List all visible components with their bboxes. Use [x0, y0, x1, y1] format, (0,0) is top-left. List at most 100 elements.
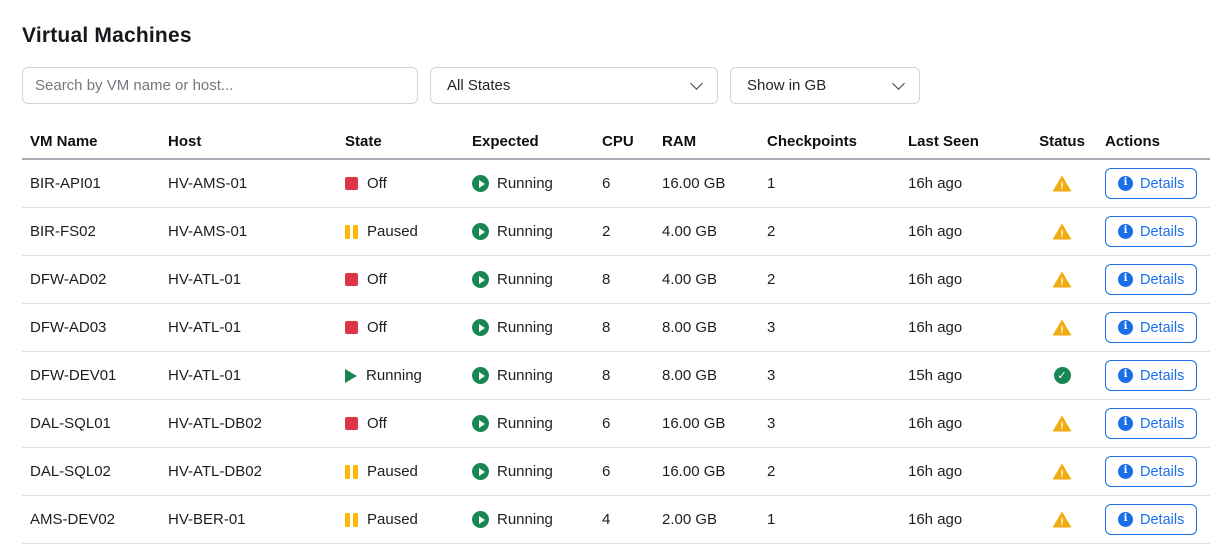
- status-cell: [1027, 175, 1097, 192]
- status-cell: [1027, 271, 1097, 288]
- unit-select[interactable]: Show in GB: [730, 67, 920, 104]
- col-header-checkpoints: Checkpoints: [767, 132, 858, 150]
- col-header-host: Host: [168, 132, 202, 150]
- vm-table: VM Name Host State Expected CPU RAM Chec…: [22, 124, 1210, 544]
- expected-running-icon: [472, 175, 489, 192]
- table-row: DFW-DEV01 HV-ATL-01 Running Running 8 8.…: [22, 352, 1210, 400]
- ram-cell: 2.00 GB: [662, 511, 718, 528]
- checkpoints-cell: 1: [767, 511, 776, 528]
- details-button[interactable]: Details: [1105, 168, 1198, 199]
- state-cell: Off: [337, 175, 464, 192]
- status-ok-icon: [1053, 367, 1071, 384]
- state-cell: Paused: [337, 463, 464, 480]
- info-icon: [1118, 368, 1133, 383]
- vm-name-cell: BIR-API01: [30, 175, 101, 192]
- state-filter-select[interactable]: All States: [430, 67, 718, 104]
- checkpoints-cell: 3: [767, 367, 776, 384]
- actions-cell: Details: [1097, 312, 1210, 343]
- state-cell: Running: [337, 367, 464, 384]
- expected-running-icon: [472, 223, 489, 240]
- details-button[interactable]: Details: [1105, 408, 1198, 439]
- details-button[interactable]: Details: [1105, 360, 1198, 391]
- status-warning-icon: [1052, 223, 1072, 240]
- expected-running-icon: [472, 463, 489, 480]
- vm-name-cell: BIR-FS02: [30, 223, 96, 240]
- col-header-vm-name: VM Name: [30, 132, 98, 150]
- details-button[interactable]: Details: [1105, 216, 1198, 247]
- status-warning-icon: [1052, 319, 1072, 336]
- filter-bar: All States Show in GB: [22, 67, 1210, 104]
- vm-running-icon: [345, 368, 357, 383]
- host-cell: HV-ATL-01: [168, 271, 242, 288]
- checkpoints-cell: 3: [767, 319, 776, 336]
- last-seen-cell: 16h ago: [908, 223, 963, 240]
- details-button[interactable]: Details: [1105, 504, 1198, 535]
- state-cell: Off: [337, 271, 464, 288]
- vm-name-cell: DFW-AD03: [30, 319, 107, 336]
- status-cell: [1027, 319, 1097, 336]
- checkpoints-cell: 1: [767, 175, 776, 192]
- col-header-expected: Expected: [472, 132, 539, 150]
- ram-cell: 16.00 GB: [662, 415, 726, 432]
- details-button[interactable]: Details: [1105, 264, 1198, 295]
- vm-off-icon: [345, 177, 358, 190]
- vm-off-icon: [345, 273, 358, 286]
- last-seen-cell: 16h ago: [908, 175, 963, 192]
- details-button[interactable]: Details: [1105, 312, 1198, 343]
- last-seen-cell: 16h ago: [908, 319, 963, 336]
- table-body: BIR-API01 HV-AMS-01 Off Running 6 16.00 …: [22, 160, 1210, 544]
- checkpoints-cell: 2: [767, 223, 776, 240]
- expected-cell: Running: [464, 223, 594, 240]
- state-filter-value: All States: [447, 77, 511, 94]
- col-header-status: Status: [1039, 132, 1085, 150]
- actions-cell: Details: [1097, 456, 1210, 487]
- actions-cell: Details: [1097, 264, 1210, 295]
- actions-cell: Details: [1097, 168, 1210, 199]
- actions-cell: Details: [1097, 216, 1210, 247]
- expected-running-icon: [472, 415, 489, 432]
- details-button[interactable]: Details: [1105, 456, 1198, 487]
- last-seen-cell: 16h ago: [908, 463, 963, 480]
- col-header-actions: Actions: [1105, 132, 1161, 150]
- table-row: DAL-SQL02 HV-ATL-DB02 Paused Running 6 1…: [22, 448, 1210, 496]
- cpu-cell: 2: [602, 223, 611, 240]
- last-seen-cell: 15h ago: [908, 367, 963, 384]
- info-icon: [1118, 416, 1133, 431]
- col-header-cpu: CPU: [602, 132, 634, 150]
- actions-cell: Details: [1097, 360, 1210, 391]
- expected-running-icon: [472, 511, 489, 528]
- table-row: AMS-DEV02 HV-BER-01 Paused Running 4 2.0…: [22, 496, 1210, 544]
- host-cell: HV-ATL-01: [168, 367, 242, 384]
- host-cell: HV-AMS-01: [168, 223, 248, 240]
- host-cell: HV-ATL-DB02: [168, 463, 262, 480]
- state-cell: Off: [337, 415, 464, 432]
- checkpoints-cell: 2: [767, 463, 776, 480]
- status-warning-icon: [1052, 175, 1072, 192]
- cpu-cell: 4: [602, 511, 611, 528]
- cpu-cell: 6: [602, 175, 611, 192]
- checkpoints-cell: 3: [767, 415, 776, 432]
- status-cell: [1027, 463, 1097, 480]
- info-icon: [1118, 464, 1133, 479]
- expected-running-icon: [472, 271, 489, 288]
- col-header-last-seen: Last Seen: [908, 132, 979, 150]
- table-header: VM Name Host State Expected CPU RAM Chec…: [22, 124, 1210, 160]
- chevron-down-icon: [690, 77, 703, 90]
- page-title: Virtual Machines: [22, 24, 192, 47]
- search-input[interactable]: [22, 67, 418, 104]
- state-cell: Paused: [337, 511, 464, 528]
- expected-running-icon: [472, 319, 489, 336]
- status-warning-icon: [1052, 463, 1072, 480]
- status-cell: [1027, 415, 1097, 432]
- expected-cell: Running: [464, 463, 594, 480]
- ram-cell: 16.00 GB: [662, 175, 726, 192]
- state-cell: Off: [337, 319, 464, 336]
- status-warning-icon: [1052, 511, 1072, 528]
- status-warning-icon: [1052, 271, 1072, 288]
- expected-cell: Running: [464, 511, 594, 528]
- col-header-ram: RAM: [662, 132, 697, 150]
- ram-cell: 16.00 GB: [662, 463, 726, 480]
- cpu-cell: 8: [602, 319, 611, 336]
- vm-paused-icon: [345, 512, 358, 527]
